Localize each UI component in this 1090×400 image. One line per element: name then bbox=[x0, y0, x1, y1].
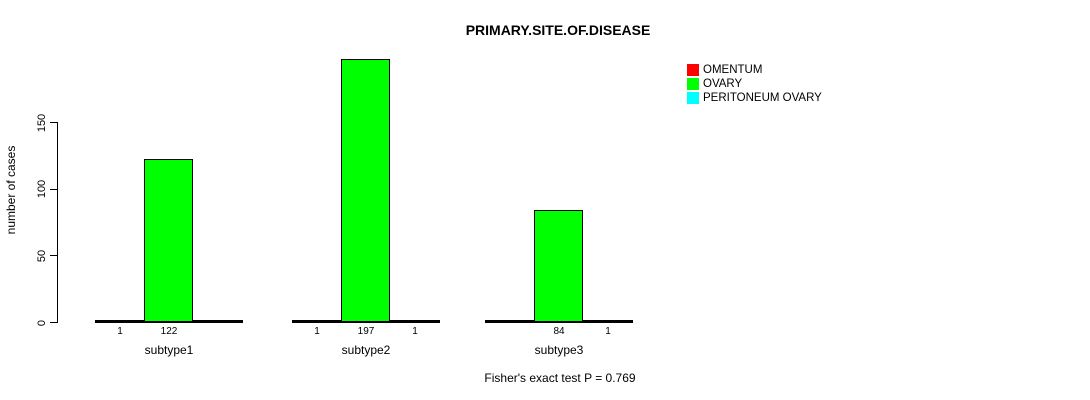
y-tick-label: 100 bbox=[36, 179, 48, 199]
legend-item: PERITONEUM OVARY bbox=[687, 91, 822, 105]
y-tick-label: 0 bbox=[36, 319, 48, 326]
y-tick-mark bbox=[50, 322, 57, 323]
y-tick-label: 50 bbox=[36, 249, 48, 262]
bar-count-label: 1 bbox=[314, 326, 320, 337]
bar-ovary-subtype1 bbox=[144, 159, 193, 322]
y-axis-title: number of cases bbox=[4, 145, 18, 235]
bar-count-label: 197 bbox=[357, 326, 375, 337]
legend-label: OMENTUM bbox=[703, 64, 763, 76]
x-category-label-subtype3: subtype3 bbox=[534, 343, 584, 357]
y-tick-label: 150 bbox=[36, 113, 48, 132]
bar-peritoneum-ovary-subtype2 bbox=[391, 321, 440, 323]
bar-count-label: 1 bbox=[117, 326, 123, 337]
legend-item: OVARY bbox=[687, 77, 822, 91]
legend-swatch-ovary bbox=[687, 78, 699, 90]
y-tick-mark bbox=[50, 255, 57, 257]
annotation-fishers-test: Fisher's exact test P = 0.769 bbox=[484, 371, 636, 385]
bar-count-label: 84 bbox=[553, 326, 565, 337]
bar-ovary-subtype2 bbox=[341, 59, 390, 322]
legend-item: OMENTUM bbox=[687, 63, 822, 77]
x-category-label-subtype2: subtype2 bbox=[341, 343, 391, 357]
legend-swatch-peritoneum-ovary bbox=[687, 92, 699, 104]
chart-title: PRIMARY.SITE.OF.DISEASE bbox=[465, 22, 651, 38]
legend: OMENTUM OVARY PERITONEUM OVARY bbox=[687, 63, 822, 105]
bar-peritoneum-ovary-subtype3 bbox=[584, 321, 633, 323]
bar-ovary-subtype3 bbox=[534, 210, 583, 322]
bar-count-label: 122 bbox=[160, 326, 178, 337]
legend-swatch-omentum bbox=[687, 64, 699, 76]
legend-label: OVARY bbox=[703, 78, 743, 90]
bar-count-label: 1 bbox=[605, 326, 611, 337]
bar-omentum-subtype1 bbox=[95, 321, 144, 323]
bar-count-label: 1 bbox=[412, 326, 418, 337]
bar-omentum-subtype2 bbox=[292, 321, 341, 323]
x-category-label-subtype1: subtype1 bbox=[144, 343, 194, 357]
y-tick-mark bbox=[50, 122, 57, 123]
y-axis-line bbox=[57, 122, 58, 323]
y-tick-mark bbox=[50, 188, 57, 190]
legend-label: PERITONEUM OVARY bbox=[703, 92, 822, 104]
